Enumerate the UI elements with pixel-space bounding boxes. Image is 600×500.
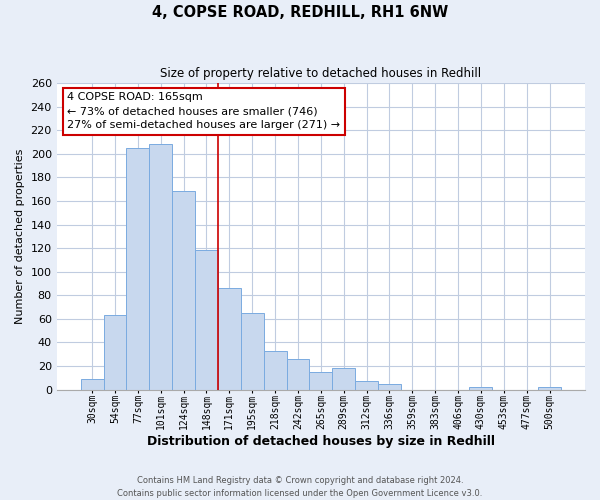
Bar <box>287 359 310 390</box>
Bar <box>332 368 355 390</box>
Bar <box>378 384 401 390</box>
Bar <box>104 316 127 390</box>
X-axis label: Distribution of detached houses by size in Redhill: Distribution of detached houses by size … <box>147 434 495 448</box>
Title: Size of property relative to detached houses in Redhill: Size of property relative to detached ho… <box>160 68 481 80</box>
Bar <box>80 379 104 390</box>
Bar <box>218 288 241 390</box>
Bar <box>310 372 332 390</box>
Bar <box>469 387 493 390</box>
Text: 4 COPSE ROAD: 165sqm
← 73% of detached houses are smaller (746)
27% of semi-deta: 4 COPSE ROAD: 165sqm ← 73% of detached h… <box>67 92 340 130</box>
Bar <box>538 387 561 390</box>
Bar <box>263 350 287 390</box>
Y-axis label: Number of detached properties: Number of detached properties <box>15 148 25 324</box>
Text: Contains HM Land Registry data © Crown copyright and database right 2024.
Contai: Contains HM Land Registry data © Crown c… <box>118 476 482 498</box>
Bar <box>172 192 195 390</box>
Bar <box>241 313 263 390</box>
Bar <box>127 148 149 390</box>
Bar <box>149 144 172 390</box>
Text: 4, COPSE ROAD, REDHILL, RH1 6NW: 4, COPSE ROAD, REDHILL, RH1 6NW <box>152 5 448 20</box>
Bar <box>355 382 378 390</box>
Bar <box>195 250 218 390</box>
